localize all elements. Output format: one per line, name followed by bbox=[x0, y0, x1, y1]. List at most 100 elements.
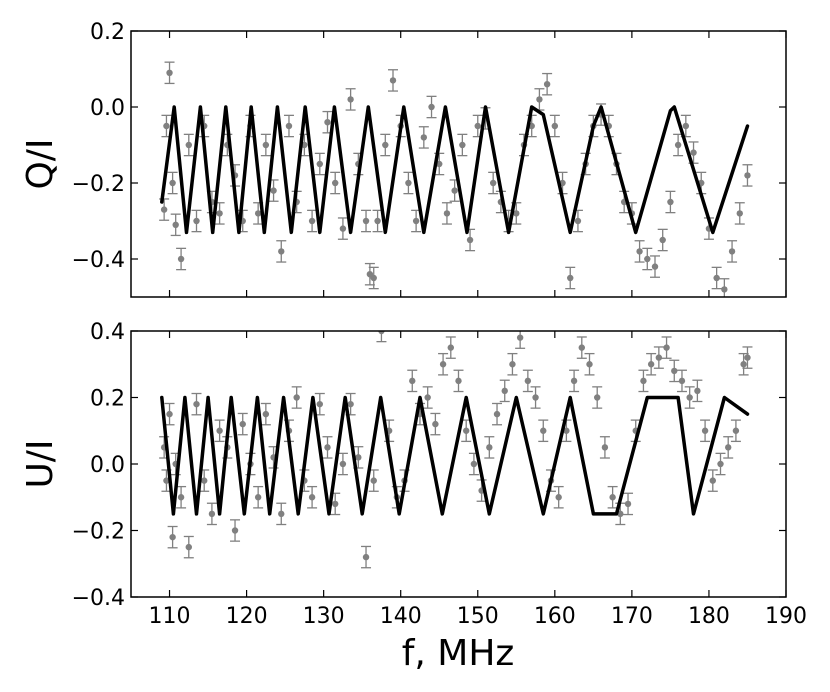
data-point bbox=[538, 419, 549, 443]
data-point bbox=[673, 133, 684, 157]
data-point bbox=[441, 202, 452, 225]
data-point bbox=[607, 485, 618, 509]
data-point bbox=[657, 228, 668, 252]
data-point bbox=[688, 141, 699, 164]
data-point bbox=[549, 114, 560, 138]
data-point bbox=[322, 436, 333, 459]
data-point bbox=[322, 110, 333, 134]
x-tick-label: 180 bbox=[688, 604, 730, 629]
data-point bbox=[176, 485, 187, 509]
bottom-panel-plot-area bbox=[159, 331, 753, 569]
y-tick-label: −0.4 bbox=[72, 586, 125, 611]
data-point bbox=[661, 336, 672, 359]
data-point bbox=[330, 171, 341, 195]
data-point bbox=[734, 202, 745, 225]
bottom-panel-y-axis-label: U/I bbox=[20, 439, 61, 488]
data-point bbox=[164, 402, 175, 426]
data-point bbox=[167, 171, 178, 195]
data-point bbox=[700, 419, 711, 443]
data-point bbox=[183, 133, 194, 157]
data-point bbox=[584, 352, 595, 376]
x-axis-label: f, MHz bbox=[402, 633, 515, 674]
data-point bbox=[422, 386, 433, 409]
top-panel-q-over-i: 0.2 0.0 −0.2 −0.4 Q/I bbox=[20, 20, 787, 298]
data-point bbox=[237, 412, 248, 436]
data-point bbox=[492, 402, 503, 426]
data-point bbox=[634, 240, 645, 263]
data-point bbox=[276, 502, 287, 526]
x-tick-label: 130 bbox=[303, 604, 345, 629]
data-point bbox=[191, 209, 202, 233]
data-point bbox=[260, 133, 271, 157]
top-panel-frame bbox=[130, 30, 787, 298]
data-point bbox=[530, 386, 541, 409]
data-point bbox=[445, 336, 456, 359]
data-point bbox=[438, 352, 449, 376]
data-point bbox=[307, 209, 318, 233]
data-point bbox=[407, 369, 418, 393]
data-point bbox=[337, 452, 348, 476]
data-point bbox=[449, 179, 460, 202]
data-point bbox=[719, 278, 730, 297]
top-panel-y-ticks: 0.2 0.0 −0.2 −0.4 bbox=[72, 20, 786, 273]
data-point bbox=[707, 469, 718, 492]
data-point bbox=[653, 346, 664, 369]
data-point bbox=[484, 436, 495, 459]
data-point bbox=[742, 164, 753, 187]
data-point bbox=[380, 133, 391, 157]
data-point bbox=[638, 369, 649, 393]
top-panel-plot-area bbox=[159, 61, 753, 297]
x-tick-label: 160 bbox=[534, 604, 576, 629]
data-point bbox=[337, 217, 348, 240]
data-point bbox=[511, 202, 522, 225]
data-point bbox=[345, 392, 356, 416]
data-point bbox=[576, 336, 587, 359]
data-point bbox=[388, 69, 398, 92]
y-tick-label: 0.2 bbox=[90, 387, 125, 412]
bottom-panel-u-over-i: 0.40.20.0−0.2−0.4 110 120 130 140 150 160 170 1… bbox=[20, 320, 807, 674]
data-point bbox=[361, 209, 372, 233]
data-point bbox=[711, 266, 722, 290]
data-point bbox=[368, 266, 379, 290]
data-point bbox=[457, 133, 468, 157]
data-point bbox=[176, 247, 187, 271]
data-point bbox=[345, 88, 356, 111]
data-point bbox=[206, 502, 217, 526]
y-tick-label: 0.2 bbox=[90, 20, 125, 45]
data-point bbox=[170, 213, 181, 237]
bottom-panel-y-ticks: 0.4 0.2 0.0 −0.2 −0.4 bbox=[72, 320, 786, 611]
data-point bbox=[161, 114, 172, 138]
data-point bbox=[684, 386, 695, 409]
data-point bbox=[314, 152, 325, 176]
y-tick-label: −0.2 bbox=[72, 172, 125, 197]
data-point bbox=[723, 436, 734, 459]
y-tick-label: 0.0 bbox=[90, 453, 125, 478]
data-point bbox=[214, 419, 225, 443]
model-curve bbox=[160, 105, 750, 235]
data-point bbox=[742, 346, 753, 369]
data-point bbox=[183, 535, 194, 559]
data-point bbox=[646, 352, 657, 376]
data-point bbox=[553, 485, 564, 509]
data-point bbox=[430, 412, 441, 436]
bottom-panel-x-ticks: 110 120 130 140 150 160 170 180 190 bbox=[149, 331, 807, 629]
data-point bbox=[623, 492, 634, 516]
data-point bbox=[283, 114, 294, 138]
data-point bbox=[376, 331, 387, 343]
data-point bbox=[453, 369, 464, 393]
data-point bbox=[599, 436, 610, 459]
x-tick-label: 190 bbox=[765, 604, 807, 629]
top-panel-x-ticks bbox=[168, 31, 787, 297]
data-point bbox=[561, 419, 572, 443]
data-point bbox=[715, 452, 726, 476]
data-point bbox=[676, 369, 687, 393]
y-tick-label: 0.4 bbox=[90, 320, 125, 345]
data-point bbox=[592, 386, 603, 409]
data-point bbox=[230, 519, 241, 542]
data-point bbox=[650, 255, 660, 278]
data-point bbox=[426, 95, 437, 119]
data-point bbox=[730, 419, 741, 443]
model-curve bbox=[160, 395, 750, 516]
data-point bbox=[665, 190, 676, 214]
